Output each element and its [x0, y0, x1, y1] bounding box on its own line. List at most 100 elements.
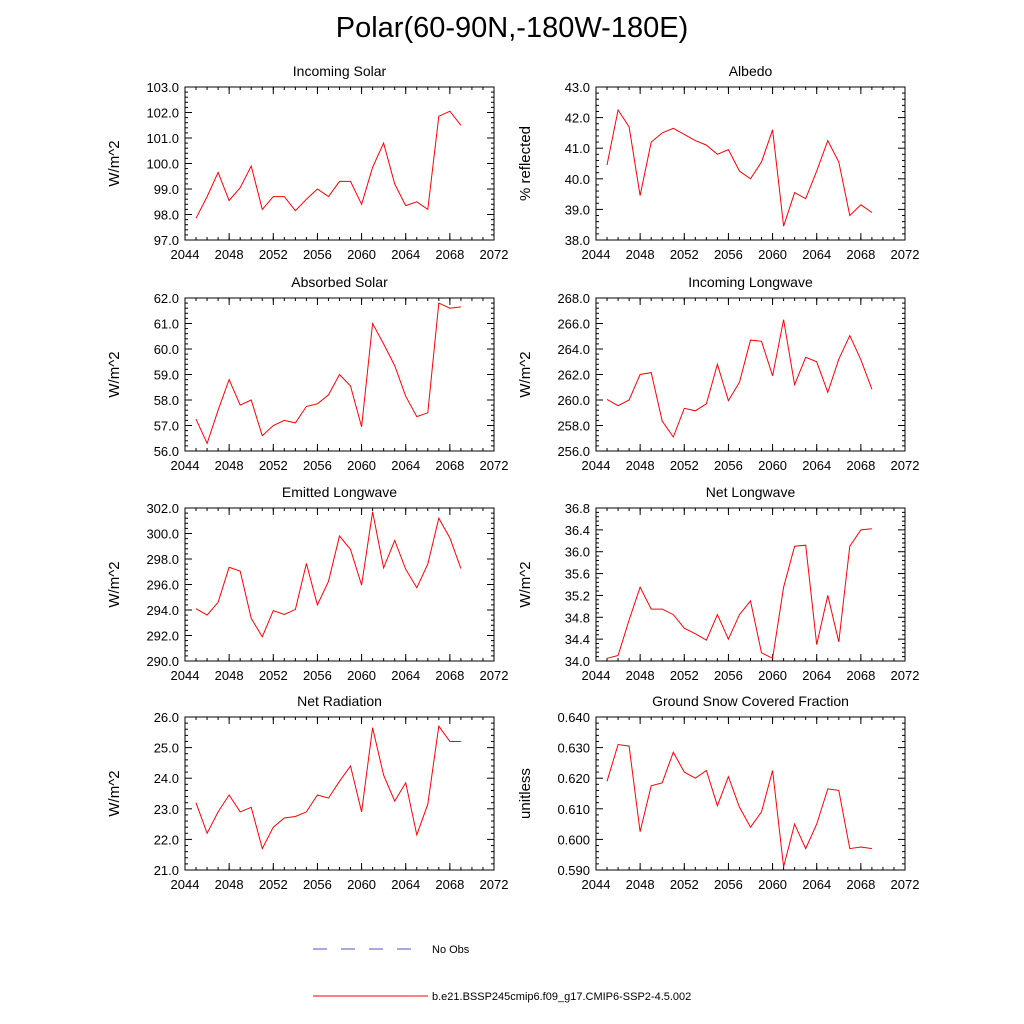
series-line [195, 302, 461, 445]
y-tick-label: 0.630 [557, 741, 590, 756]
y-tick-label: 0.620 [557, 771, 590, 786]
x-tick-label: 2072 [891, 668, 920, 683]
y-tick-label: 256.0 [557, 444, 590, 459]
x-tick-label: 2064 [802, 458, 831, 473]
series-line [195, 511, 462, 638]
x-tick-label: 2052 [259, 877, 288, 892]
x-tick-label: 2052 [670, 877, 699, 892]
panel-frame [595, 507, 906, 662]
y-tick-label: 302.0 [146, 501, 179, 516]
x-tick-label: 2044 [582, 877, 611, 892]
x-tick-label: 2060 [347, 668, 376, 683]
x-tick-label: 2068 [846, 877, 875, 892]
y-axis-label: W/m^2 [106, 140, 123, 186]
panel-3: 2044 2048 2052 2056 2060 2064 2068 2072 56.0 57.0… [106, 274, 508, 473]
x-tick-label: 2072 [480, 877, 509, 892]
x-tick-label: 2048 [626, 668, 655, 683]
y-tick-label: 24.0 [154, 771, 179, 786]
x-tick-label: 2052 [259, 458, 288, 473]
x-tick-label: 2048 [215, 877, 244, 892]
series-line [606, 743, 872, 868]
x-tick-label: 2060 [758, 458, 787, 473]
x-tick-label: 2044 [582, 247, 611, 262]
y-tick-label: 97.0 [154, 233, 179, 248]
panel-title: Net Longwave [706, 484, 796, 500]
y-axis-label: W/m^2 [517, 351, 534, 397]
x-tick-label: 2056 [714, 458, 743, 473]
x-tick-label: 2056 [303, 877, 332, 892]
series-line [606, 319, 873, 439]
y-tick-label: 266.0 [557, 317, 590, 332]
panel-title: Emitted Longwave [282, 484, 397, 500]
y-tick-label: 36.0 [565, 545, 590, 560]
x-tick-label: 2060 [758, 877, 787, 892]
panel-title: Incoming Solar [293, 63, 387, 79]
y-tick-label: 22.0 [154, 832, 179, 847]
x-tick-label: 2064 [391, 668, 420, 683]
y-axis-label: % reflected [517, 126, 534, 201]
x-tick-label: 2068 [435, 247, 464, 262]
y-tick-label: 34.0 [565, 654, 590, 669]
y-tick-label: 258.0 [557, 419, 590, 434]
x-tick-label: 2060 [758, 668, 787, 683]
x-tick-label: 2060 [347, 247, 376, 262]
y-tick-label: 292.0 [146, 629, 179, 644]
x-tick-label: 2052 [670, 247, 699, 262]
x-tick-label: 2060 [758, 247, 787, 262]
y-tick-label: 21.0 [154, 863, 179, 878]
panel-title: Net Radiation [297, 693, 382, 709]
y-tick-label: 36.8 [565, 501, 590, 516]
panel-title: Albedo [729, 63, 773, 79]
panel-1: 2044 2048 2052 2056 2060 2064 2068 2072 97.0 98.0… [106, 63, 508, 262]
x-tick-label: 2044 [582, 458, 611, 473]
x-tick-label: 2072 [480, 668, 509, 683]
x-tick-label: 2072 [480, 247, 509, 262]
x-tick-label: 2068 [435, 877, 464, 892]
y-tick-label: 35.6 [565, 567, 590, 582]
y-tick-label: 294.0 [146, 603, 179, 618]
y-tick-label: 34.8 [565, 610, 590, 625]
x-tick-label: 2052 [670, 668, 699, 683]
x-tick-label: 2056 [714, 247, 743, 262]
y-tick-label: 60.0 [154, 342, 179, 357]
x-tick-label: 2072 [891, 877, 920, 892]
x-tick-label: 2044 [171, 247, 200, 262]
series-line [195, 724, 461, 850]
y-tick-label: 98.0 [154, 208, 179, 223]
x-tick-label: 2064 [391, 458, 420, 473]
x-tick-label: 2048 [215, 247, 244, 262]
x-tick-label: 2060 [347, 877, 376, 892]
y-tick-label: 25.0 [154, 741, 179, 756]
panel-frame [184, 507, 495, 662]
x-tick-label: 2048 [626, 458, 655, 473]
x-tick-label: 2052 [259, 668, 288, 683]
y-tick-label: 298.0 [146, 552, 179, 567]
y-tick-label: 23.0 [154, 802, 179, 817]
y-tick-label: 40.0 [565, 172, 590, 187]
y-tick-label: 101.0 [146, 131, 179, 146]
x-tick-label: 2048 [626, 877, 655, 892]
y-tick-label: 268.0 [557, 291, 590, 306]
y-tick-label: 34.4 [565, 632, 590, 647]
y-tick-label: 36.4 [565, 523, 590, 538]
y-tick-label: 260.0 [557, 393, 590, 408]
y-axis-label: unitless [517, 768, 534, 819]
y-tick-label: 264.0 [557, 342, 590, 357]
x-tick-label: 2064 [802, 877, 831, 892]
y-tick-label: 41.0 [565, 141, 590, 156]
panel-5: 2044 2048 2052 2056 2060 2064 2068 2072 290.0 292… [106, 484, 508, 683]
x-tick-label: 2072 [480, 458, 509, 473]
x-tick-label: 2048 [626, 247, 655, 262]
y-tick-label: 0.610 [557, 802, 590, 817]
y-tick-label: 0.640 [557, 710, 590, 725]
y-tick-label: 102.0 [146, 106, 179, 121]
x-tick-label: 2052 [670, 458, 699, 473]
y-tick-label: 26.0 [154, 710, 179, 725]
y-tick-label: 43.0 [565, 80, 590, 95]
y-tick-label: 262.0 [557, 368, 590, 383]
y-tick-label: 62.0 [154, 291, 179, 306]
panel-title: Absorbed Solar [291, 274, 388, 290]
series-line [606, 528, 872, 660]
x-tick-label: 2068 [435, 458, 464, 473]
